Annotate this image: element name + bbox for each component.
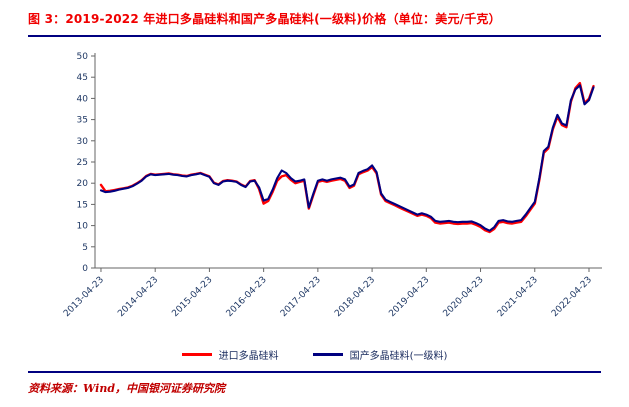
y-tick-label: 30 [77,137,89,147]
x-tick-label: 2021-04-23 [496,275,540,319]
x-tick-label: 2020-04-23 [442,275,486,319]
y-tick-label: 35 [77,116,88,126]
series-line-1 [99,84,595,232]
y-tick-label: 45 [77,73,88,83]
x-tick-label: 2019-04-23 [387,275,431,319]
legend: 进口多晶硅料 国产多晶硅料(一级料) [0,347,629,362]
y-tick-label: 15 [77,200,88,210]
y-tick-label: 25 [77,158,88,168]
chart-area: 0 5 10 15 20 25 30 35 40 45 50 2013-04-23 2014-04-23… [35,48,610,340]
domestic-line-swatch [312,353,343,356]
y-tick-label: 50 [77,52,89,62]
import-line-swatch [181,353,212,356]
x-tick-label: 2016-04-23 [225,275,269,319]
title-underline [28,35,601,37]
bottom-rule [28,371,601,373]
legend-label-domestic: 国产多晶硅料(一级料) [349,351,448,362]
series-line-0 [99,81,595,234]
y-tick-label: 10 [77,222,89,232]
source-note: 资料来源：Wind，中国银河证券研究院 [28,382,226,395]
y-tick-label: 0 [82,264,88,274]
x-tick-label: 2015-04-23 [170,275,214,319]
y-tick-label: 40 [77,94,89,104]
y-tick-label: 5 [82,243,88,253]
legend-item-import: 进口多晶硅料 [181,347,279,362]
x-tick-label: 2014-04-23 [116,275,160,319]
x-tick-label: 2022-04-23 [550,275,594,319]
y-tick-label: 20 [77,179,89,189]
x-tick-label: 2018-04-23 [333,275,377,319]
legend-label-import: 进口多晶硅料 [218,351,279,362]
legend-item-domestic: 国产多晶硅料(一级料) [312,347,448,362]
x-tick-label: 2017-04-23 [279,275,323,319]
figure-title: 图 3：2019-2022 年进口多晶硅料和国产多晶硅料(一级料)价格（单位：美… [28,12,501,26]
price-chart-svg: 0 5 10 15 20 25 30 35 40 45 50 2013-04-23 2014-04-23… [62,52,602,319]
x-tick-label: 2013-04-23 [62,275,106,319]
